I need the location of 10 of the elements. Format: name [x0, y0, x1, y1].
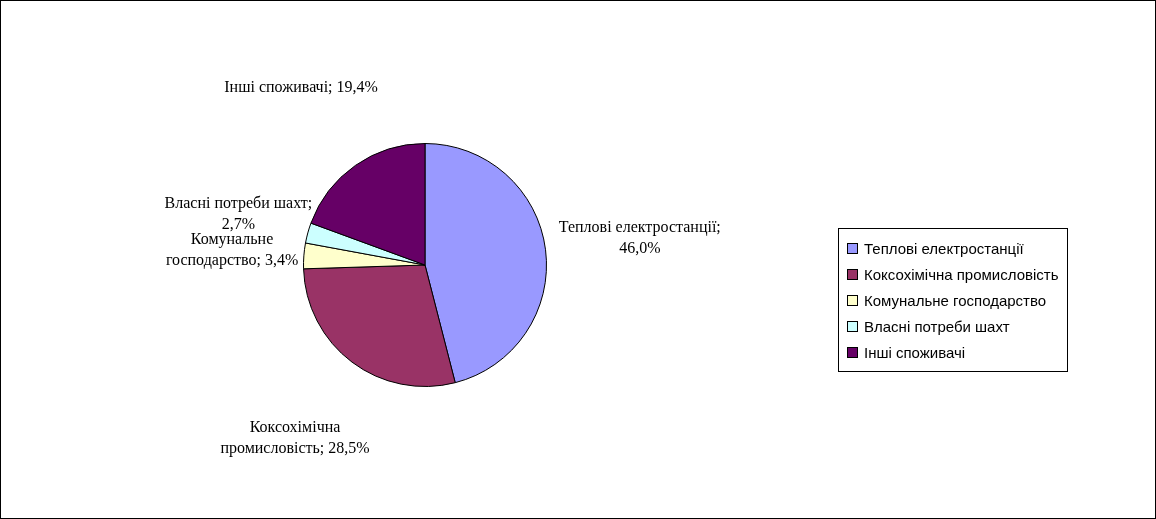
legend-label: Теплові електростанції — [864, 239, 1024, 257]
data-label: Теплові електростанції; 46,0% — [558, 217, 721, 256]
legend-label: Коксохімічна промисловість — [864, 265, 1059, 283]
data-label: Комунальне господарство; 3,4% — [165, 230, 299, 270]
legend-label: Інші споживачі — [864, 343, 966, 361]
data-label: Власні потреби шахт; 2,7% — [164, 193, 313, 232]
data-label: Інші споживачі; 19,4% — [224, 77, 378, 95]
data-label: Коксохімічна промисловість; 28,5% — [220, 417, 370, 457]
legend-label: Комунальне господарство — [864, 291, 1047, 309]
legend-label: Власні потреби шахт — [864, 317, 1010, 335]
